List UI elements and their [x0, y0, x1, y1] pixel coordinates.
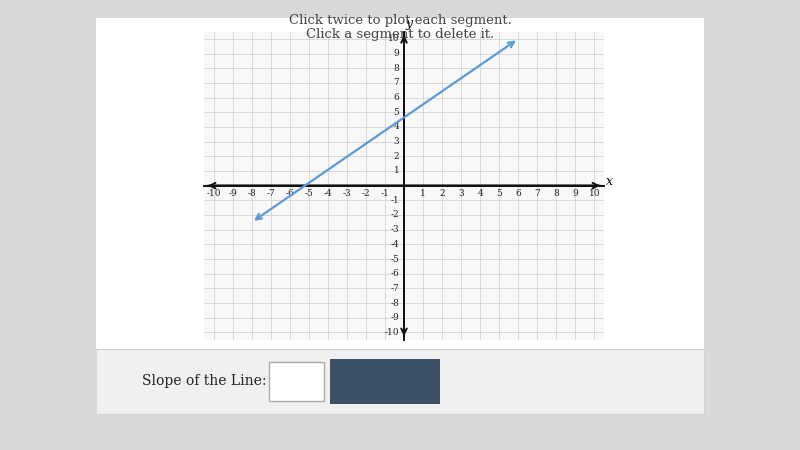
- Text: -8: -8: [390, 298, 399, 307]
- Text: 3: 3: [458, 189, 464, 198]
- Text: -2: -2: [362, 189, 370, 198]
- Text: -9: -9: [228, 189, 237, 198]
- Text: -6: -6: [390, 269, 399, 278]
- Text: x: x: [606, 176, 613, 189]
- Text: -1: -1: [390, 196, 399, 205]
- Text: -7: -7: [266, 189, 275, 198]
- Text: -4: -4: [323, 189, 332, 198]
- Text: -5: -5: [390, 255, 399, 264]
- Text: 9: 9: [394, 49, 399, 58]
- Text: -7: -7: [390, 284, 399, 293]
- Text: Click a segment to delete it.: Click a segment to delete it.: [306, 28, 494, 41]
- Text: 3: 3: [394, 137, 399, 146]
- Text: 10: 10: [589, 189, 600, 198]
- Text: Submit Answer: Submit Answer: [339, 375, 430, 388]
- Text: 5: 5: [496, 189, 502, 198]
- Text: 8: 8: [554, 189, 559, 198]
- Text: y: y: [405, 17, 412, 30]
- Text: -3: -3: [342, 189, 351, 198]
- Text: -9: -9: [390, 313, 399, 322]
- Text: 2: 2: [439, 189, 445, 198]
- Bar: [330, 359, 439, 404]
- Text: -10: -10: [385, 328, 399, 337]
- Bar: [270, 362, 324, 401]
- Text: 9: 9: [573, 189, 578, 198]
- Text: -8: -8: [247, 189, 256, 198]
- Text: -3: -3: [390, 225, 399, 234]
- Text: 10: 10: [388, 34, 399, 43]
- Text: 1: 1: [394, 166, 399, 176]
- Text: 4: 4: [478, 189, 483, 198]
- Text: -4: -4: [390, 240, 399, 249]
- Text: 6: 6: [515, 189, 521, 198]
- Text: 4: 4: [394, 122, 399, 131]
- Text: -10: -10: [206, 189, 221, 198]
- Text: 1: 1: [420, 189, 426, 198]
- Text: 6: 6: [394, 93, 399, 102]
- Text: -6: -6: [286, 189, 294, 198]
- Text: 2: 2: [394, 152, 399, 161]
- Text: 8: 8: [394, 64, 399, 73]
- Text: 7: 7: [394, 78, 399, 87]
- Text: -1: -1: [381, 189, 390, 198]
- Text: 7: 7: [534, 189, 540, 198]
- Text: 5: 5: [394, 108, 399, 117]
- Text: Slope of the Line:: Slope of the Line:: [142, 374, 266, 388]
- Text: -5: -5: [304, 189, 313, 198]
- Bar: [96, 349, 704, 414]
- Bar: [96, 18, 704, 414]
- Text: Click twice to plot each segment.: Click twice to plot each segment.: [289, 14, 511, 27]
- Text: -2: -2: [390, 211, 399, 220]
